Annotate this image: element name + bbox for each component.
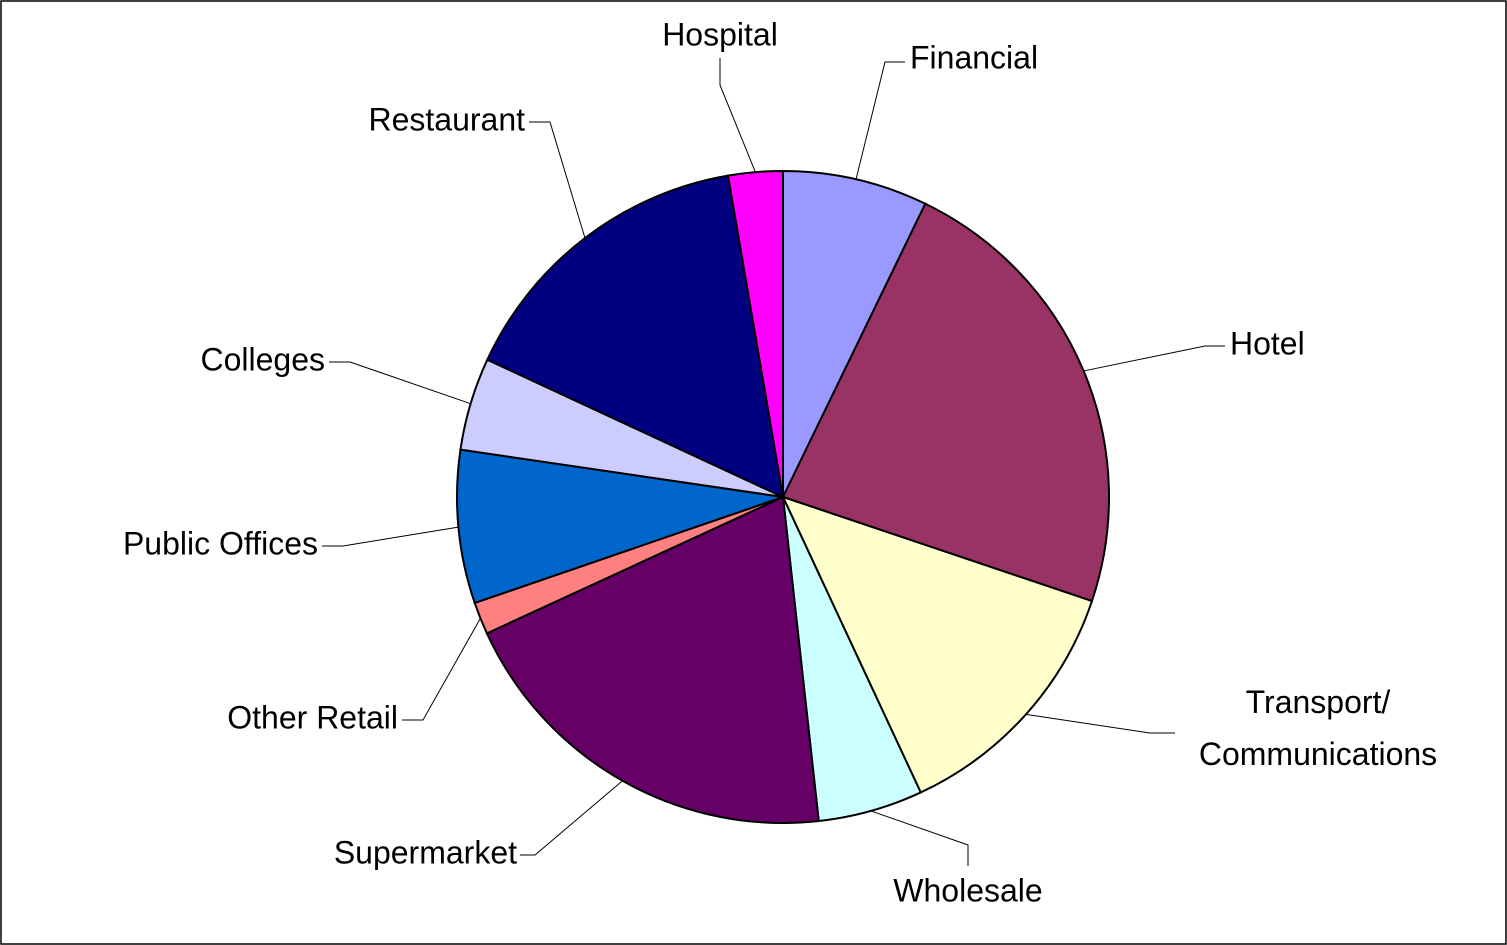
slice-label: Restaurant (368, 101, 525, 137)
leader-line (1083, 345, 1225, 372)
leader-line (402, 618, 481, 721)
leader-line (719, 58, 756, 173)
leader-line (529, 121, 586, 239)
slice-label: Public Offices (123, 525, 318, 561)
leader-line (1025, 713, 1175, 734)
slice-label: Colleges (200, 341, 325, 377)
pie-slice (782, 169, 927, 498)
slice-label: Wholesale (893, 872, 1042, 908)
pie-slice (456, 448, 784, 605)
pie-slice (781, 495, 1094, 794)
pie-slice (485, 174, 785, 499)
slice-label: Transport/Communications (1199, 684, 1437, 772)
pie-slice (726, 169, 784, 498)
leader-line (329, 361, 471, 405)
slice-label: Other Retail (227, 699, 398, 735)
slice-label: Hospital (662, 16, 778, 52)
leader-line (855, 61, 905, 180)
leader-line (520, 780, 623, 856)
slice-label: Hotel (1230, 325, 1305, 361)
slice-label: Financial (910, 39, 1038, 75)
leader-line (870, 810, 969, 866)
pie-slice (781, 202, 1110, 603)
slice-label: Supermarket (334, 834, 517, 870)
leader-line (322, 526, 459, 547)
